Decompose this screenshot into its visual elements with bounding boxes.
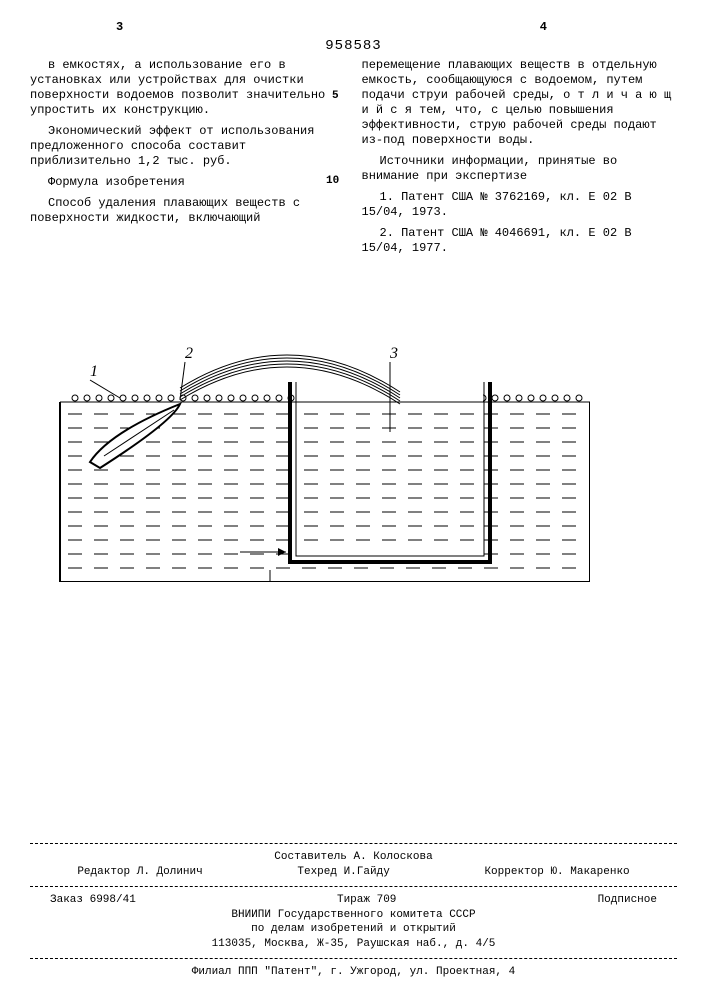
line-number-10: 10: [326, 175, 339, 187]
left-p2: Экономический эффект от использования пр…: [30, 124, 346, 169]
left-p1: в емкостях, а использование его в устано…: [30, 58, 346, 118]
sources-heading: Источники информации, принятые во вниман…: [362, 154, 678, 184]
footer-org2: по делам изобретений и открытий: [30, 922, 677, 937]
footer-tirazh: Тираж 709: [337, 893, 396, 908]
patent-page: 3 4 958583 5 10 в емкостях, а использова…: [0, 0, 707, 1000]
patent-number: 958583: [30, 38, 677, 54]
figure-svg: 1234: [30, 322, 590, 582]
footer-order-row: Заказ 6998/41 Тираж 709 Подписное: [30, 893, 677, 908]
text-columns: в емкостях, а использование его в устано…: [30, 58, 677, 262]
page-num-left: 3: [116, 20, 123, 34]
footer-subscr: Подписное: [598, 893, 657, 908]
footer-roles: Редактор Л. Долинич Техред И.Гайду Корре…: [30, 865, 677, 880]
footer-filial: Филиал ППП "Патент", г. Ужгород, ул. Про…: [30, 965, 677, 980]
footer-rule: [30, 886, 677, 887]
svg-text:2: 2: [185, 345, 193, 362]
source-1: 1. Патент США № 3762169, кл. E 02 B 15/0…: [362, 190, 678, 220]
line-number-5: 5: [332, 90, 339, 102]
svg-text:1: 1: [90, 363, 98, 380]
footer-corrector: Корректор Ю. Макаренко: [484, 865, 629, 880]
figure-wrap: 1234: [30, 322, 677, 587]
footer-compiler: Составитель А. Колоскова: [30, 850, 677, 865]
right-p1: перемещение плавающих веществ в отдельну…: [362, 58, 678, 148]
footer-org1: ВНИИПИ Государственного комитета СССР: [30, 908, 677, 923]
column-left: в емкостях, а использование его в устано…: [30, 58, 346, 262]
footer-techred: Техред И.Гайду: [297, 865, 389, 880]
svg-text:3: 3: [389, 345, 398, 362]
column-right: перемещение плавающих веществ в отдельну…: [362, 58, 678, 262]
footer-addr: 113035, Москва, Ж-35, Раушская наб., д. …: [30, 937, 677, 952]
page-header: 3 4: [30, 20, 677, 38]
page-num-right: 4: [540, 20, 547, 34]
formula-heading: Формула изобретения: [30, 175, 346, 190]
footer-block: Составитель А. Колоскова Редактор Л. Дол…: [30, 837, 677, 980]
source-2: 2. Патент США № 4046691, кл. E 02 B 15/0…: [362, 226, 678, 256]
left-p3: Способ удаления плавающих веществ с пове…: [30, 196, 346, 226]
footer-order: Заказ 6998/41: [50, 893, 136, 908]
footer-editor: Редактор Л. Долинич: [77, 865, 202, 880]
footer-rule: [30, 843, 677, 844]
footer-rule: [30, 958, 677, 959]
